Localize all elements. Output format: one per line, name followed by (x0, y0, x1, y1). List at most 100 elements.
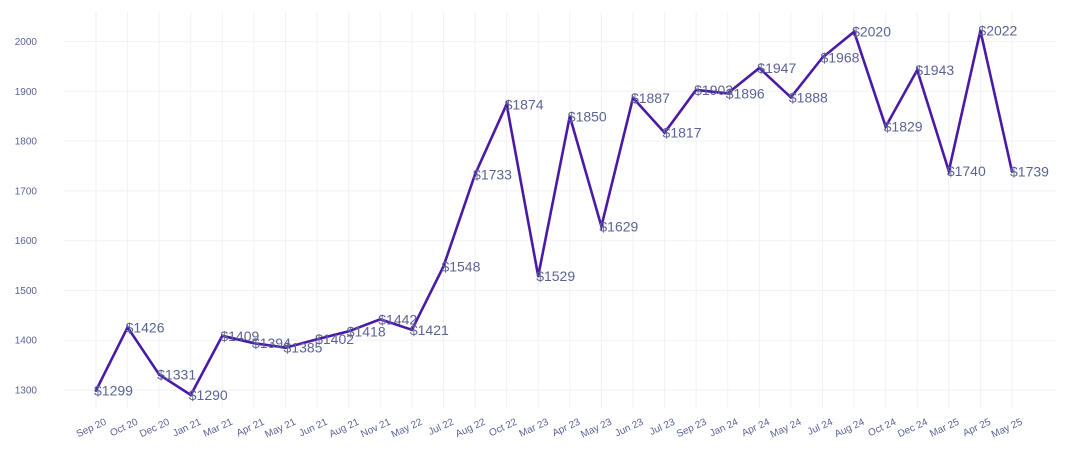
data-point (473, 173, 477, 176)
x-tick-label: Jul 24 (806, 417, 835, 438)
data-labels: $1299 $1426 $1331 $1290 $1409$1394$1385$1402… (94, 23, 1049, 403)
data-label: $1968 (820, 50, 859, 66)
data-point (442, 265, 445, 268)
data-label: $1409 (220, 328, 259, 344)
data-point (284, 346, 287, 349)
data-point (1010, 170, 1014, 173)
data-label: $1943 (915, 62, 954, 78)
x-tick-label: Aug 24 (833, 417, 867, 441)
data-label: $2022 (978, 23, 1017, 39)
x-tick-label: May 25 (990, 417, 1025, 441)
data-label: $1874 (505, 96, 544, 112)
x-tick-label: Sep 20 (75, 417, 109, 441)
data-point (189, 393, 193, 397)
data-label: $1418 (347, 323, 386, 339)
y-tick-label: 1500 (15, 286, 38, 297)
x-tick-label: May 23 (579, 417, 614, 441)
x-tick-label: Aug 22 (454, 417, 488, 441)
x-tick-label: Dec 20 (138, 417, 172, 441)
y-tick-label: 2000 (15, 37, 38, 48)
x-tick-label: Apr 25 (961, 417, 993, 440)
x-tick-label: Sep 23 (675, 417, 709, 441)
data-label: $1850 (568, 108, 607, 124)
data-label: $1733 (473, 166, 512, 182)
x-tick-label: Apr 23 (551, 417, 583, 440)
data-label: $1426 (126, 319, 165, 335)
x-tick-label: Aug 21 (328, 417, 362, 441)
data-point (536, 274, 540, 278)
data-label: $1385 (284, 340, 323, 356)
x-tick-label: Jul 22 (427, 417, 456, 438)
data-point (852, 30, 856, 33)
data-point (726, 92, 730, 95)
x-tick-label: Mar 23 (518, 417, 551, 440)
data-point (663, 131, 666, 134)
x-tick-label: Jan 21 (171, 417, 203, 440)
data-label: $1290 (189, 387, 228, 403)
x-tick-label: Jan 24 (708, 417, 740, 440)
data-point (600, 224, 603, 228)
gridlines (64, 12, 1056, 408)
x-tick-label: Jun 21 (298, 417, 330, 440)
data-label: $1629 (599, 218, 638, 234)
series-line (94, 29, 1014, 397)
data-label: $1817 (663, 125, 702, 141)
data-label: $1829 (884, 119, 923, 135)
data-point (252, 341, 256, 345)
data-label: $1903 (694, 82, 733, 98)
data-label: $1739 (1010, 164, 1049, 180)
data-point (410, 328, 414, 332)
x-tick-label: Jul 23 (648, 417, 677, 438)
x-tick-label: Jun 23 (613, 417, 645, 440)
data-label: $1947 (757, 60, 796, 76)
y-tick-label: 1900 (15, 87, 38, 98)
y-axis-tick-labels: 1300 1400 1500 1600 1700 1800 1900 2000 (15, 37, 38, 396)
y-tick-label: 1300 (15, 386, 38, 397)
x-tick-label: Apr 24 (740, 417, 772, 440)
data-point (347, 329, 350, 333)
data-point (789, 96, 793, 99)
data-label: $1887 (631, 90, 670, 106)
x-tick-label: May 21 (263, 417, 298, 441)
data-point (947, 169, 951, 173)
x-tick-label: May 22 (390, 417, 425, 441)
data-point (694, 88, 698, 92)
data-point (979, 29, 982, 32)
data-label: $1402 (315, 331, 354, 347)
data-label: $2020 (852, 24, 891, 40)
y-tick-label: 1600 (15, 236, 38, 247)
data-label: $1740 (947, 163, 986, 179)
x-tick-label: Mar 25 (928, 417, 961, 440)
y-tick-label: 1800 (15, 137, 38, 148)
y-tick-label: 1400 (15, 336, 38, 347)
x-tick-label: Mar 21 (202, 417, 235, 440)
data-label: $1331 (157, 367, 196, 383)
x-tick-label: Oct 22 (488, 417, 520, 440)
x-tick-label: Dec 24 (896, 417, 930, 441)
data-point (315, 337, 319, 341)
data-label: $1529 (536, 268, 575, 284)
data-point (94, 389, 98, 392)
x-tick-label: Apr 21 (235, 417, 267, 440)
data-label: $1548 (441, 259, 480, 275)
data-point (505, 103, 508, 106)
data-point (157, 373, 161, 376)
data-label: $1299 (94, 382, 133, 398)
data-point (915, 68, 919, 72)
data-point (884, 125, 887, 129)
data-point (221, 334, 224, 338)
data-label: $1888 (789, 89, 828, 105)
data-point (821, 56, 824, 59)
y-tick-label: 1700 (15, 186, 38, 197)
x-tick-label: Oct 24 (867, 417, 899, 440)
data-point (126, 325, 129, 329)
price-series (94, 29, 1014, 397)
x-tick-label: Nov 21 (359, 417, 393, 441)
data-label: $1421 (410, 322, 449, 338)
x-tick-label: May 24 (769, 417, 804, 441)
x-tick-label: Oct 20 (108, 417, 140, 440)
data-point (568, 114, 572, 118)
data-label: $1896 (726, 85, 765, 101)
